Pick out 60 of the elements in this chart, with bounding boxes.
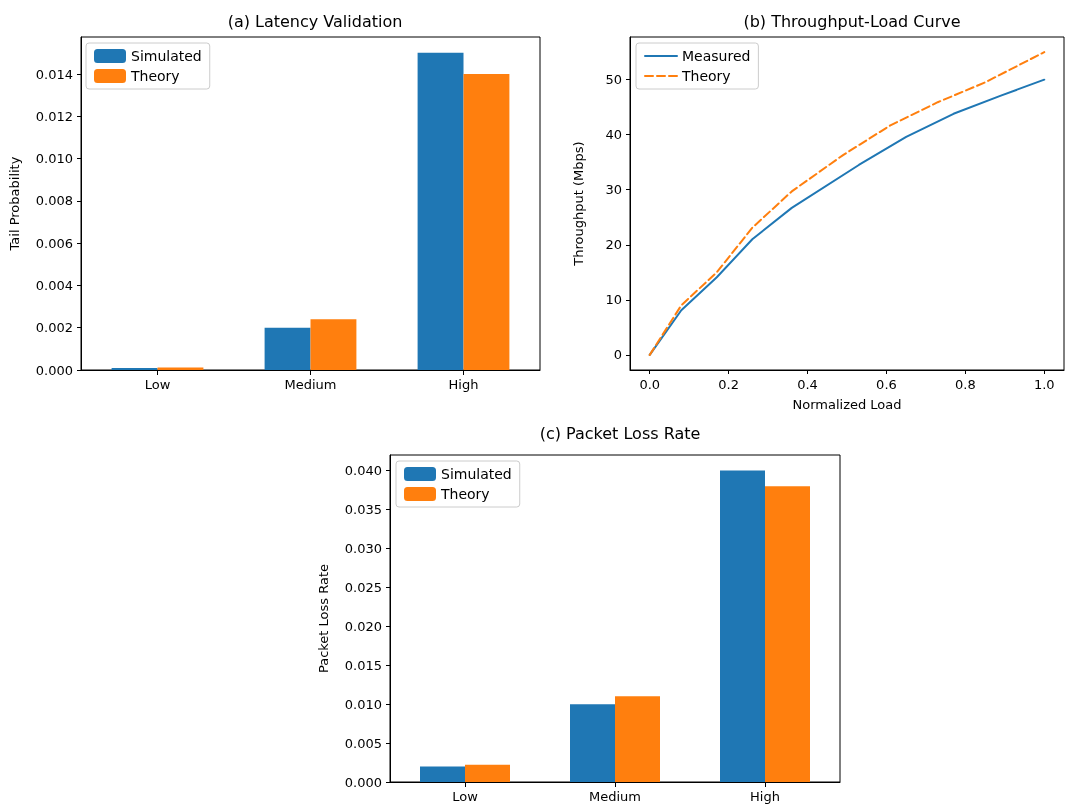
y-tick-label: 20 — [605, 237, 622, 253]
x-tick-label: 0.0 — [639, 377, 661, 392]
y-axis-title: Packet Loss Rate — [316, 563, 331, 674]
x-tick-label: Medium — [589, 789, 641, 804]
x-tick-label: 0.4 — [797, 377, 818, 392]
bar — [157, 367, 204, 370]
y-tick-label: 0.008 — [35, 193, 73, 209]
chart-title: (a) Latency Validation — [227, 11, 403, 31]
x-tick-label: 1.0 — [1033, 377, 1055, 392]
bar — [420, 766, 465, 782]
legend-label: Measured — [682, 48, 751, 64]
y-tick-label: 0.005 — [344, 735, 382, 751]
bar — [765, 486, 810, 782]
chart-title: (b) Throughput-Load Curve — [743, 11, 961, 31]
y-tick-label: 0.025 — [344, 579, 382, 595]
y-tick-label: 0 — [613, 347, 622, 363]
x-tick-label: High — [448, 377, 479, 392]
y-tick-label: 0.010 — [35, 151, 73, 167]
y-tick-label: 0.014 — [35, 66, 73, 82]
y-tick-label: 50 — [605, 72, 622, 88]
y-axis-title: Throughput (Mbps) — [571, 141, 586, 267]
bar — [310, 319, 357, 370]
y-tick-label: 0.000 — [35, 362, 73, 378]
y-tick-label: 10 — [605, 292, 622, 308]
x-tick-label: 0.8 — [955, 377, 976, 392]
x-tick-label: Low — [144, 377, 171, 392]
y-tick-label: 30 — [605, 182, 622, 198]
bar — [264, 327, 311, 370]
x-tick-label: High — [750, 789, 780, 804]
legend-label: Simulated — [131, 48, 202, 64]
legend-label: Simulated — [441, 466, 512, 482]
chart-title: (c) Packet Loss Rate — [539, 423, 701, 443]
bar — [111, 367, 158, 370]
x-tick-label: 0.6 — [876, 377, 897, 392]
y-tick-label: 0.030 — [344, 540, 382, 556]
x-axis-title: Normalized Load — [792, 397, 902, 412]
x-tick-label: Medium — [284, 377, 337, 392]
y-tick-label: 0.006 — [35, 235, 73, 251]
legend-label: Theory — [681, 68, 731, 84]
bar — [463, 74, 510, 370]
bar — [720, 470, 765, 782]
bar — [465, 764, 510, 782]
y-tick-label: 0.010 — [344, 696, 382, 712]
y-tick-label: 40 — [605, 127, 622, 143]
y-tick-label: 0.004 — [35, 277, 73, 293]
bar — [615, 696, 660, 782]
x-tick-label: 0.2 — [718, 377, 739, 392]
y-tick-label: 0.035 — [344, 502, 382, 517]
y-tick-label: 0.012 — [35, 108, 73, 124]
y-tick-label: 0.040 — [344, 463, 382, 479]
bar — [570, 704, 615, 782]
legend-label: Theory — [440, 486, 490, 502]
x-tick-label: Low — [452, 789, 479, 804]
y-tick-label: 0.002 — [35, 320, 73, 336]
bar — [417, 52, 464, 370]
y-tick-label: 0.000 — [344, 774, 382, 790]
y-tick-label: 0.020 — [344, 618, 382, 634]
y-axis-title: Tail Probability — [7, 156, 22, 252]
legend-label: Theory — [130, 68, 180, 84]
y-tick-label: 0.015 — [344, 657, 382, 673]
